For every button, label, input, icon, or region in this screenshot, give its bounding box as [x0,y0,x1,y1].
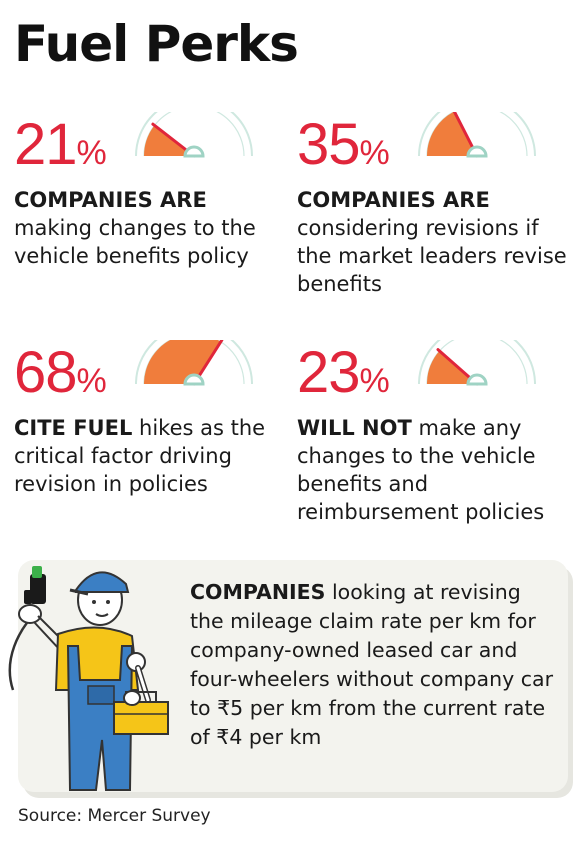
gauge-track [418,112,536,157]
stat-value: 68% [14,340,107,405]
gauge-2 [418,112,536,158]
stat-description: COMPANIES ARE considering revisions if t… [297,188,567,296]
gauge-3 [135,340,253,386]
stat-card-2: 35% COMPANIES ARE considering revisions … [297,112,577,298]
stat-card-4: 23% WILL NOT make any changes to the veh… [297,340,579,526]
stat-value: 35% [297,112,390,177]
gauge-1 [135,112,253,158]
stat-value: 23% [297,340,390,405]
gauge-fill [144,340,221,384]
gauge-hub [466,145,488,158]
mileage-note-panel: COMPANIES looking at revising the mileag… [8,560,580,800]
gauge-hub [183,373,205,386]
gauge-track [135,340,253,385]
gauge-fill [427,112,477,156]
gauge-hub [466,373,488,386]
gauge-track [418,340,536,385]
gauge-hub [183,145,205,158]
mileage-note-text: COMPANIES looking at revising the mileag… [190,580,554,749]
gauge-track [135,112,253,157]
gauge-fill [427,350,477,384]
stat-value: 21% [14,112,107,177]
wrench-icon [126,652,151,703]
gauge-4 [418,340,536,386]
mechanic-illustration [8,566,169,791]
page-title: Fuel Perks [14,15,299,73]
stat-card-3: 68% CITE FUEL hikes as the critical fact… [14,340,284,498]
stat-description: WILL NOT make any changes to the vehicle… [297,416,545,524]
fuel-nozzle-icon [24,566,46,604]
source-note: Source: Mercer Survey [18,806,211,826]
stat-card-1: 21% COMPANIES ARE making changes to the … [14,112,284,270]
gauge-fill [144,125,194,156]
stat-description: CITE FUEL hikes as the critical factor d… [14,416,266,496]
stat-description: COMPANIES ARE making changes to the vehi… [14,188,256,268]
